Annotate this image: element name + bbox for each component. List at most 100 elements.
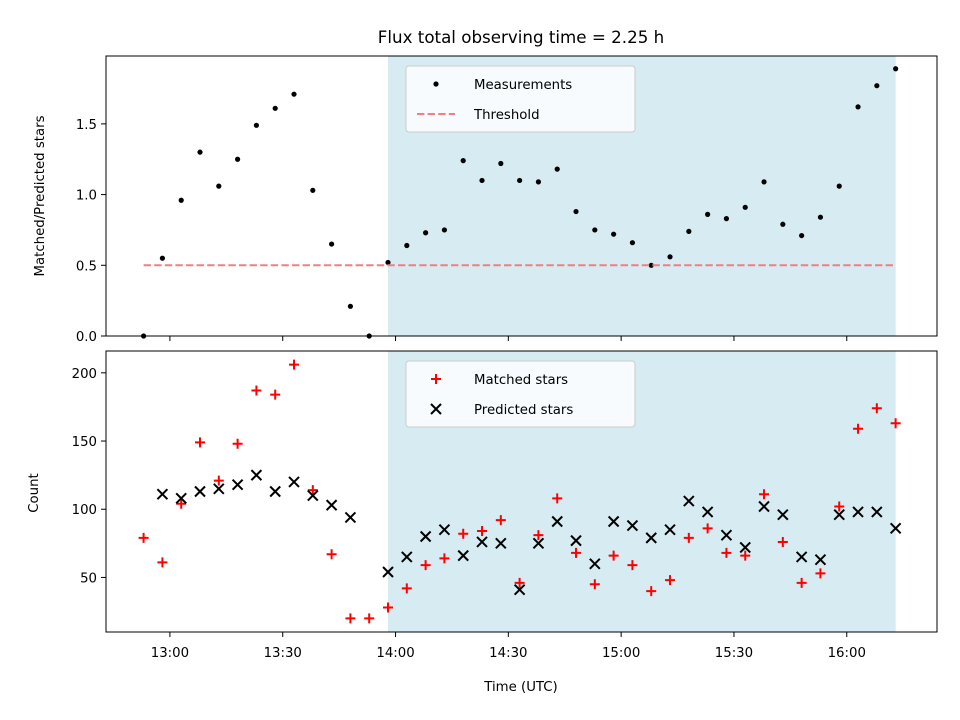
measurement-point [893, 66, 899, 72]
legend: Matched stars Predicted stars [405, 360, 636, 428]
matched-stars-point [815, 568, 826, 579]
matched-stars-point [458, 528, 469, 539]
predicted-stars-point [607, 515, 620, 528]
measurement-point [253, 122, 260, 128]
measurement-point [291, 91, 297, 97]
matched-stars-point [796, 577, 807, 588]
predicted-stars-point [852, 506, 864, 518]
predicted-stars-point [175, 492, 187, 505]
matched-stars-point [853, 423, 864, 434]
measurement-point [347, 303, 354, 309]
legend-label: Predicted stars [474, 403, 573, 418]
legend-box [405, 360, 636, 428]
matched-stars-point [665, 575, 676, 586]
predicted-stars-point [156, 488, 169, 500]
predicted-stars-point [419, 530, 432, 543]
measurement-point [855, 104, 861, 110]
predicted-stars-point [344, 511, 357, 524]
measurement-point [535, 179, 542, 185]
matched-stars-point [683, 532, 694, 543]
matched-stars-point [364, 613, 375, 624]
predicted-stars-point [250, 469, 263, 481]
predicted-stars-point [438, 523, 451, 536]
predicted-stars-point [720, 529, 733, 541]
measurement-point [385, 259, 391, 266]
legend-marker-predicted [430, 403, 442, 415]
predicted-stars-point [889, 522, 902, 535]
matched-stars-point [533, 530, 544, 541]
predicted-stars-point [457, 549, 469, 562]
predicted-stars-point [626, 519, 639, 532]
measurement-point [178, 197, 184, 203]
matched-stars-point [777, 536, 788, 547]
measurement-point [573, 208, 579, 215]
matched-stars-point [495, 515, 506, 526]
measurement-point [479, 177, 485, 184]
measurement-point [836, 183, 842, 189]
x-tick-label: 15:30 [715, 646, 753, 661]
x-tick-label: 14:30 [489, 646, 527, 661]
measurement-point [554, 166, 560, 172]
predicted-stars-point [777, 508, 789, 521]
legend-label: Threshold [473, 108, 540, 123]
predicted-stars-point [401, 551, 413, 563]
matched-stars-point [213, 475, 224, 486]
matched-stars-point [251, 385, 262, 396]
measurement-point [874, 83, 880, 89]
matched-stars-point [890, 418, 901, 429]
matched-stars-point [627, 560, 638, 571]
y-axis-label-bottom: Count [27, 473, 42, 513]
predicted-stars-point [382, 566, 394, 578]
measurement-point [761, 179, 767, 185]
predicted-stars-point [683, 495, 695, 507]
predicted-stars-point [532, 537, 545, 550]
matched-stars-point [270, 389, 281, 400]
x-tick-label: 14:00 [376, 646, 414, 661]
matched-stars-point [721, 547, 732, 558]
matched-stars-point [608, 550, 619, 561]
measurement-point [272, 105, 278, 111]
measurement-point [310, 187, 316, 193]
measurement-point [216, 183, 222, 189]
matched-stars-point [401, 583, 412, 594]
predicted-stars-point [325, 499, 338, 511]
predicted-stars-point [570, 534, 582, 547]
axes-frame [105, 350, 938, 633]
measurement-point [197, 149, 203, 155]
predicted-stars-point [871, 506, 883, 518]
y-tick-label: 100 [72, 503, 97, 518]
matched-stars-point [232, 438, 243, 449]
axes-frame [105, 55, 938, 337]
predicted-stars-point [739, 541, 751, 554]
y-tick-label: 200 [72, 367, 97, 382]
legend: Measurements Threshold [405, 65, 636, 133]
measurement-point [686, 228, 692, 234]
predicted-stars-point [513, 584, 526, 596]
measurement-point [611, 231, 617, 237]
predicted-stars-point [269, 485, 281, 498]
measurement-point [705, 211, 711, 217]
measurement-point [404, 242, 410, 249]
y-tick-label: 1.0 [76, 189, 97, 204]
measurement-point [667, 254, 673, 260]
predicted-stars-point [194, 485, 206, 498]
top-panel: 0.0 0.5 1.0 1.5 Measurements Threshold [76, 55, 938, 345]
x-tick-label: 13:00 [151, 646, 189, 661]
y-tick-label: 0.5 [76, 259, 97, 274]
predicted-stars-point [495, 537, 507, 550]
measurement-point [517, 177, 523, 184]
matched-stars-point [871, 403, 882, 414]
matched-stars-point [326, 549, 337, 560]
bottom-panel: 50 100 150 200 13:00 13:30 14:00 14:30 15:00 15:3… [72, 350, 938, 661]
y-tick-label: 0.0 [76, 330, 97, 345]
matched-stars-point [195, 437, 206, 448]
predicted-stars-point [758, 500, 770, 513]
predicted-stars-point [551, 515, 563, 528]
measurement-point [780, 221, 786, 227]
x-tick-label: 13:30 [264, 646, 302, 661]
measurement-point [159, 255, 166, 261]
measurement-point [723, 216, 730, 222]
measurement-point [742, 204, 748, 210]
matched-stars-point [702, 523, 713, 534]
matched-stars-point [477, 526, 488, 537]
